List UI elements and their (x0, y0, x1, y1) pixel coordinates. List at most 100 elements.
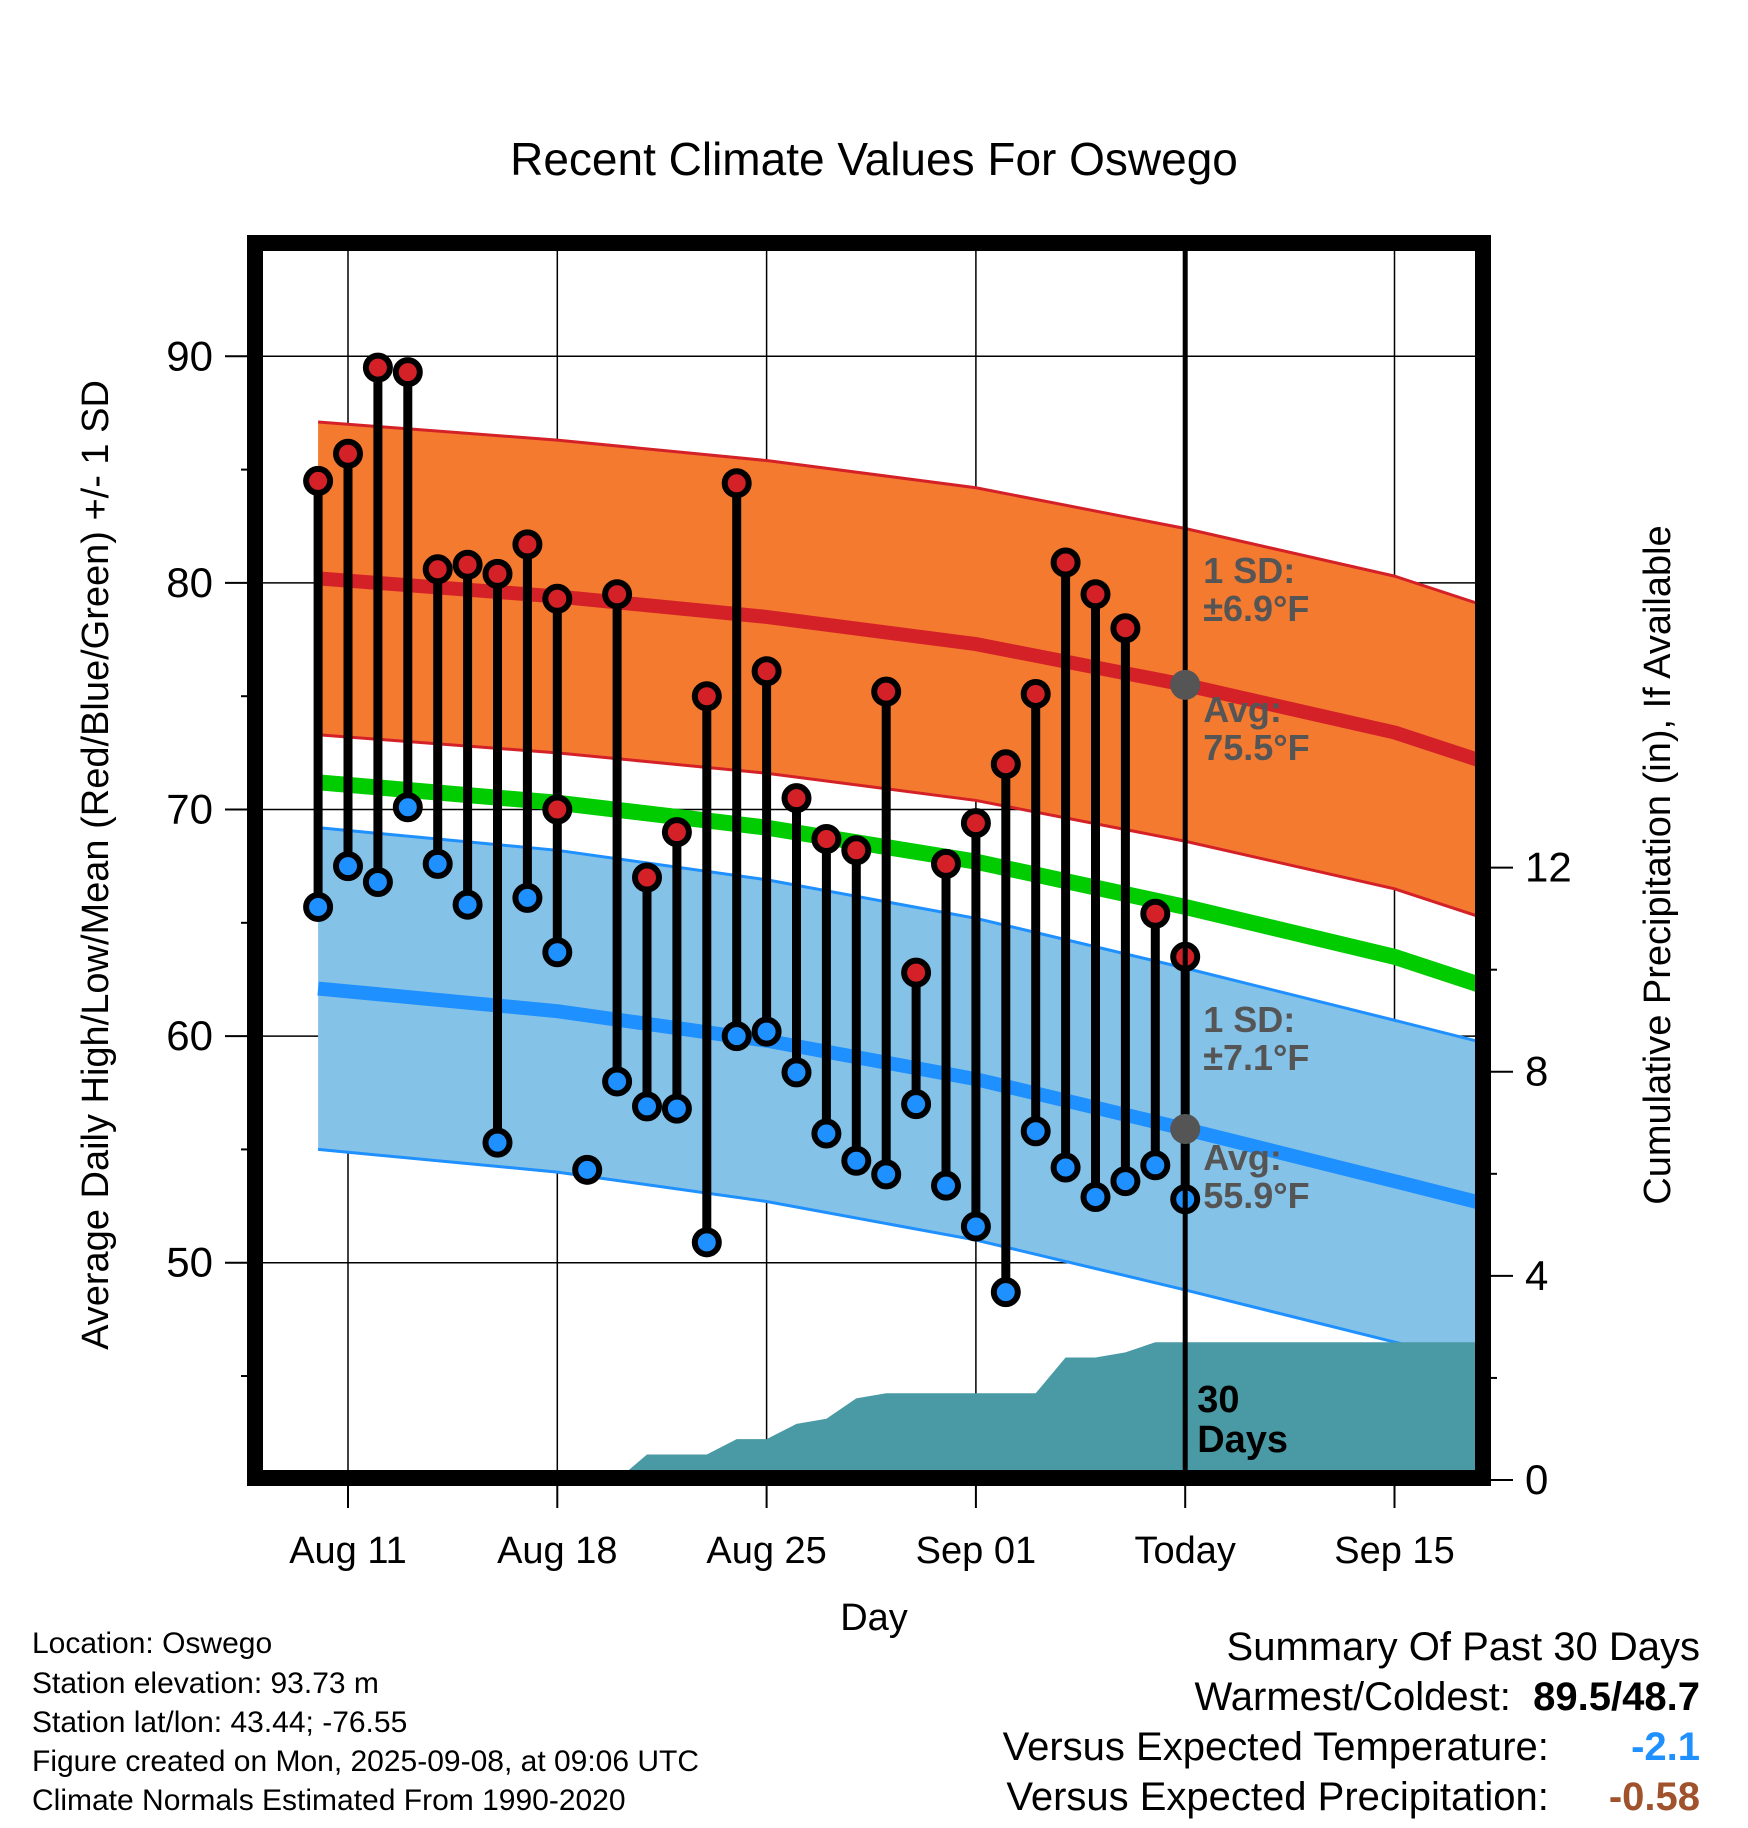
days-annotation-line: Days (1197, 1419, 1288, 1461)
y2-tick-label: 0 (1525, 1456, 1548, 1503)
precip-anomaly-value: -0.58 (1608, 1775, 1700, 1819)
observed-high-point (602, 579, 633, 610)
y2-axis-label: Cumulative Precipitation (in), If Availa… (1637, 525, 1679, 1204)
observed-low-point (362, 867, 393, 898)
x-axis-label: Day (840, 1597, 908, 1639)
observed-high-point (1140, 898, 1171, 929)
observed-low-point (661, 1093, 692, 1124)
observed-high-point (1050, 547, 1081, 578)
observed-high-point (632, 862, 662, 893)
observed-low-point (422, 848, 453, 879)
observed-low-point (632, 1091, 662, 1122)
station-location: Location: Oswego (32, 1627, 273, 1660)
y-tick-label: 50 (166, 1239, 213, 1286)
observed-high-point (901, 957, 932, 988)
observed-low-point (781, 1057, 812, 1088)
summary-precipitation: Versus Expected Precipitation: -0.58 (1003, 1772, 1700, 1822)
today-low-avg-dot (1170, 1114, 1201, 1145)
chart-title: Recent Climate Values For Oswego (510, 133, 1238, 185)
y-axis-label: Average Daily High/Low/Mean (Red/Blue/Gr… (75, 380, 117, 1350)
low-sd-annotation-line: ±7.1°F (1203, 1037, 1309, 1078)
observed-high-point (990, 749, 1021, 780)
observed-low-point (1050, 1152, 1081, 1183)
observed-low-point (333, 851, 363, 882)
climate-normals-note: Climate Normals Estimated From 1990-2020 (32, 1784, 626, 1817)
x-tick-label: Aug 25 (706, 1530, 826, 1572)
high-avg-annotation-line: Avg: (1203, 689, 1282, 730)
observed-high-point (811, 823, 842, 854)
observed-low-point (572, 1154, 603, 1185)
high-sd-band (318, 422, 1483, 918)
summary-temperature: Versus Expected Temperature: -2.1 (1003, 1722, 1700, 1772)
observed-low-point (811, 1118, 842, 1149)
observed-low-point (303, 891, 334, 922)
observed-low-point (452, 889, 483, 920)
summary-heading: Summary Of Past 30 Days (1226, 1625, 1700, 1669)
observed-low-point (931, 1170, 961, 1201)
observed-high-point (841, 835, 872, 866)
observed-high-point (751, 656, 782, 687)
high-avg-annotation-line: 75.5°F (1203, 727, 1309, 768)
high-sd-annotation: 1 SD: ±6.9°F (1203, 550, 1309, 629)
observed-low-point (392, 792, 423, 823)
observed-high-point (691, 681, 722, 712)
observed-high-point (452, 549, 483, 580)
station-latlon: Station lat/lon: 43.44; -76.55 (32, 1706, 408, 1739)
low-sd-annotation: 1 SD: ±7.1°F (1203, 999, 1309, 1078)
low-avg-annotation-line: Avg: (1203, 1137, 1282, 1178)
x-tick-label: Sep 01 (916, 1530, 1036, 1572)
low-avg-annotation: Avg: 55.9°F (1203, 1137, 1309, 1216)
temp-anomaly-value: -2.1 (1631, 1725, 1700, 1769)
observed-low-point (721, 1021, 752, 1052)
observed-low-point (841, 1145, 872, 1176)
observed-low-point (1140, 1150, 1171, 1181)
low-sd-band (318, 827, 1483, 1365)
y2-tick-label: 12 (1525, 844, 1572, 891)
today-high-avg-dot (1170, 669, 1201, 700)
observed-high-point (721, 468, 752, 499)
observed-low-point (691, 1227, 722, 1258)
observed-low-point (990, 1277, 1021, 1308)
low-sd-annotation-line: 1 SD: (1203, 999, 1295, 1040)
observed-high-point (482, 558, 513, 589)
observed-low-point (512, 882, 543, 913)
observed-high-point (542, 583, 573, 614)
high-avg-annotation: Avg: 75.5°F (1203, 689, 1309, 768)
high-sd-annotation-line: 1 SD: (1203, 550, 1295, 591)
observed-low-point (1080, 1182, 1111, 1213)
observed-low-point (482, 1127, 513, 1158)
observed-high-point (422, 554, 453, 585)
high-sd-upper-line (317, 420, 1483, 607)
y2-tick-label: 4 (1525, 1252, 1548, 1299)
observed-high-point (960, 808, 991, 839)
observed-high-point (931, 848, 961, 879)
y-tick-label: 60 (166, 1012, 213, 1059)
x-tick-label: Today (1134, 1530, 1235, 1572)
observed-low-point (1110, 1166, 1141, 1197)
days-annotation: 30 Days (1197, 1379, 1288, 1461)
observed-low-point (1020, 1116, 1051, 1147)
y-tick-label: 70 (166, 786, 213, 833)
x-tick-label: Aug 11 (289, 1530, 407, 1572)
observed-low-point (602, 1066, 633, 1097)
observed-high-point (542, 794, 573, 825)
y-tick-label: 80 (166, 559, 213, 606)
observed-high-point (392, 357, 423, 388)
figure-created: Figure created on Mon, 2025-09-08, at 09… (32, 1745, 700, 1778)
observed-high-point (1020, 678, 1051, 709)
observed-high-point (333, 438, 363, 469)
y-tick-label: 90 (166, 332, 213, 379)
plot-frame (247, 235, 1491, 1486)
observed-high-point (303, 465, 334, 496)
summary-warm-cold: Warmest/Coldest: 89.5/48.7 (1003, 1672, 1701, 1722)
observed-high-point (781, 783, 812, 814)
precip-anomaly-label: Versus Expected Precipitation: (1006, 1775, 1549, 1819)
temp-anomaly-label: Versus Expected Temperature: (1002, 1725, 1549, 1769)
observed-high-point (661, 817, 692, 848)
days-annotation-line: 30 (1197, 1379, 1239, 1421)
observed-high-point (512, 529, 543, 560)
warm-cold-value: 89.5/48.7 (1533, 1675, 1700, 1719)
